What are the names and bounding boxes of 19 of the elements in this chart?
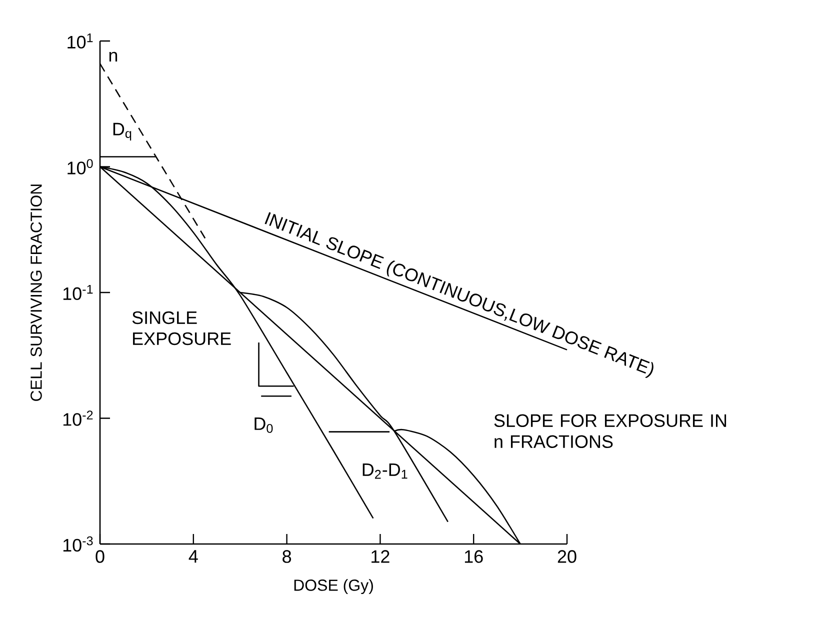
- y-axis-title: CELL SURVIVING FRACTION: [30, 184, 42, 401]
- y-tick-label: 10$^{-1}$: [63, 284, 93, 300]
- annotation: SINGLE EXPOSURE: [132, 311, 231, 346]
- x-axis-title: DOSE (Gy): [294, 579, 373, 594]
- x-tick-label: 4: [188, 550, 198, 563]
- x-tick-label: 20: [558, 550, 576, 563]
- y-tick-label: 10$^{-2}$: [63, 410, 93, 426]
- x-tick-label: 8: [282, 550, 292, 563]
- x-tick-label: 0: [96, 550, 104, 563]
- y-tick-label: 10$^{-3}$: [63, 536, 93, 552]
- y-tick-label: 10$^{1}$: [68, 33, 93, 49]
- y-tick-label: 10$^{0}$: [68, 159, 93, 174]
- annotation: D$_{0}$: [254, 418, 273, 433]
- annotation: n: [109, 52, 118, 62]
- annotation: D$_{2}$-D$_{1}$: [362, 463, 408, 479]
- x-tick-label: 12: [372, 550, 390, 563]
- annotation: SLOPE FOR EXPOSURE IN n FRACTIONS: [494, 414, 726, 448]
- x-tick-label: 16: [464, 550, 483, 563]
- annotation: D$_{q}$: [113, 122, 132, 140]
